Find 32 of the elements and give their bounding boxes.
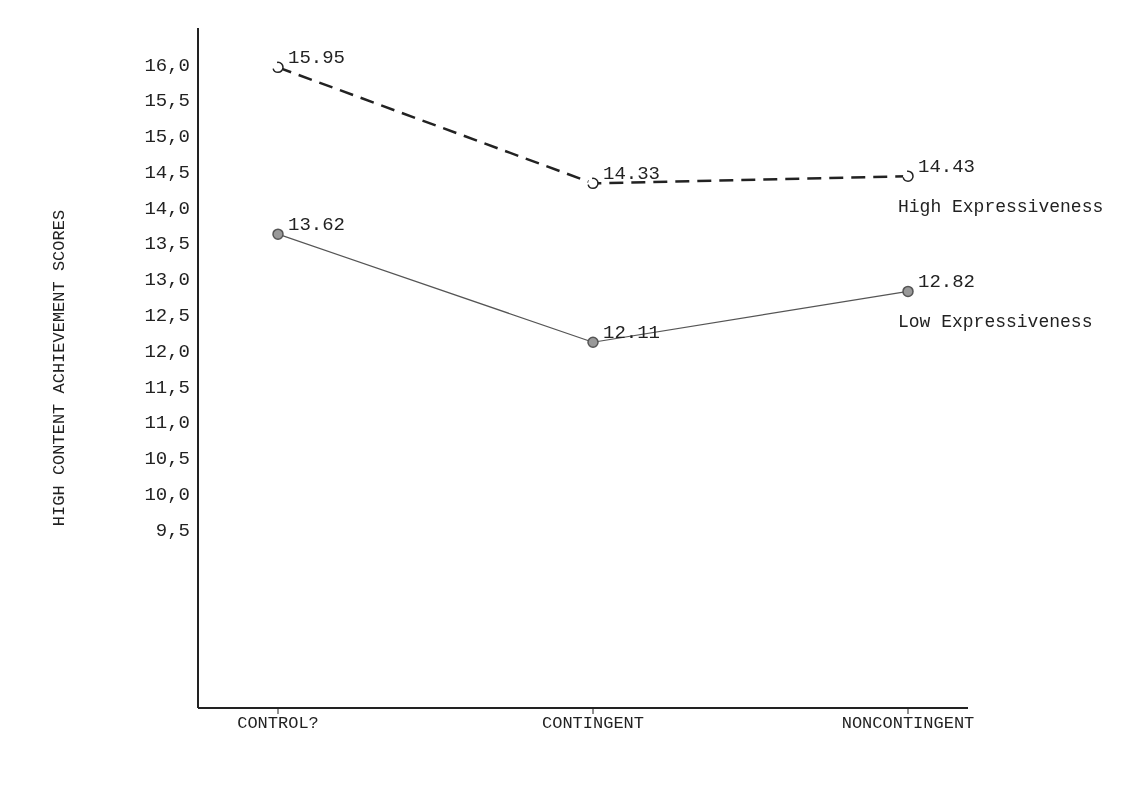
x-tick-label: NONCONTINGENT [841, 714, 975, 734]
y-tick-label: 10,0 [144, 484, 190, 507]
point [587, 177, 599, 190]
point [902, 170, 914, 182]
y-tick-label: 12,5 [144, 305, 190, 328]
x-tick-label: CONTINGENT [541, 714, 645, 734]
y-axis-title: HIGH CONTENT ACHIEVEMENT SCORES [50, 209, 70, 527]
x-tick-label: CONTROL? [237, 714, 319, 734]
y-tick-label: 11,5 [144, 376, 190, 399]
data-label: 12.82 [918, 271, 976, 294]
y-tick-label: 9,5 [155, 519, 190, 542]
y-tick-label: 14,5 [144, 161, 190, 184]
data-label: 13.62 [288, 214, 346, 237]
y-tick-label: 12,0 [144, 340, 190, 363]
point [902, 285, 914, 298]
y-tick-label: 10,5 [144, 448, 190, 471]
data-label: 14.43 [918, 156, 976, 179]
y-tick-label: 15,0 [144, 126, 190, 149]
data-label: 15.95 [288, 47, 346, 70]
data-label: 12.11 [603, 322, 661, 345]
y-tick-label: 16,0 [144, 54, 190, 77]
y-tick-label: 13,0 [144, 269, 190, 292]
y-tick-label: 11,0 [144, 412, 190, 435]
series-label: Low Expressiveness [898, 312, 1093, 333]
point [272, 61, 284, 74]
point [587, 336, 599, 348]
y-tick-label: 13,5 [144, 233, 190, 256]
y-tick-label: 14,0 [144, 197, 190, 220]
point [272, 228, 284, 240]
y-tick-label: 15,5 [144, 90, 190, 113]
series-label: High Expressiveness [898, 197, 1104, 218]
data-label: 14.33 [603, 163, 661, 186]
